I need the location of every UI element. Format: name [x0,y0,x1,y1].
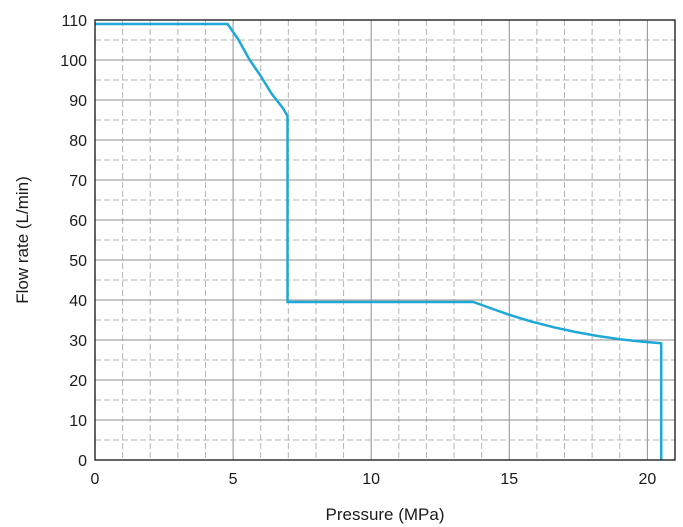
series-layer [95,22,663,460]
y-axis-ticks: 0 10 20 30 40 50 60 70 80 90 100 110 [60,13,87,470]
y-axis-title: Flow rate (L/min) [13,176,32,304]
plot-frame [94,19,676,461]
y-tick-label: 70 [69,173,87,190]
y-tick-label: 20 [69,373,87,390]
x-tick-label: 10 [362,471,380,488]
y-tick-label: 110 [61,13,87,30]
y-tick-label: 60 [69,213,87,230]
y-tick-label: 40 [69,293,87,310]
y-tick-label: 90 [69,93,87,110]
x-tick-label: 5 [229,471,238,488]
y-tick-label: 0 [78,453,87,470]
x-axis-title: Pressure (MPa) [325,505,444,524]
x-tick-label: 0 [91,471,100,488]
y-tick-label: 30 [69,333,87,350]
y-tick-label: 50 [69,253,87,270]
x-axis-ticks: 0 5 10 15 20 [91,471,657,488]
y-tick-label: 80 [69,133,87,150]
series-line-0 [95,22,663,460]
x-tick-label: 15 [500,471,518,488]
y-tick-label: 100 [60,53,87,70]
y-tick-label: 10 [69,413,87,430]
grid [95,20,675,460]
x-tick-label: 20 [638,471,656,488]
